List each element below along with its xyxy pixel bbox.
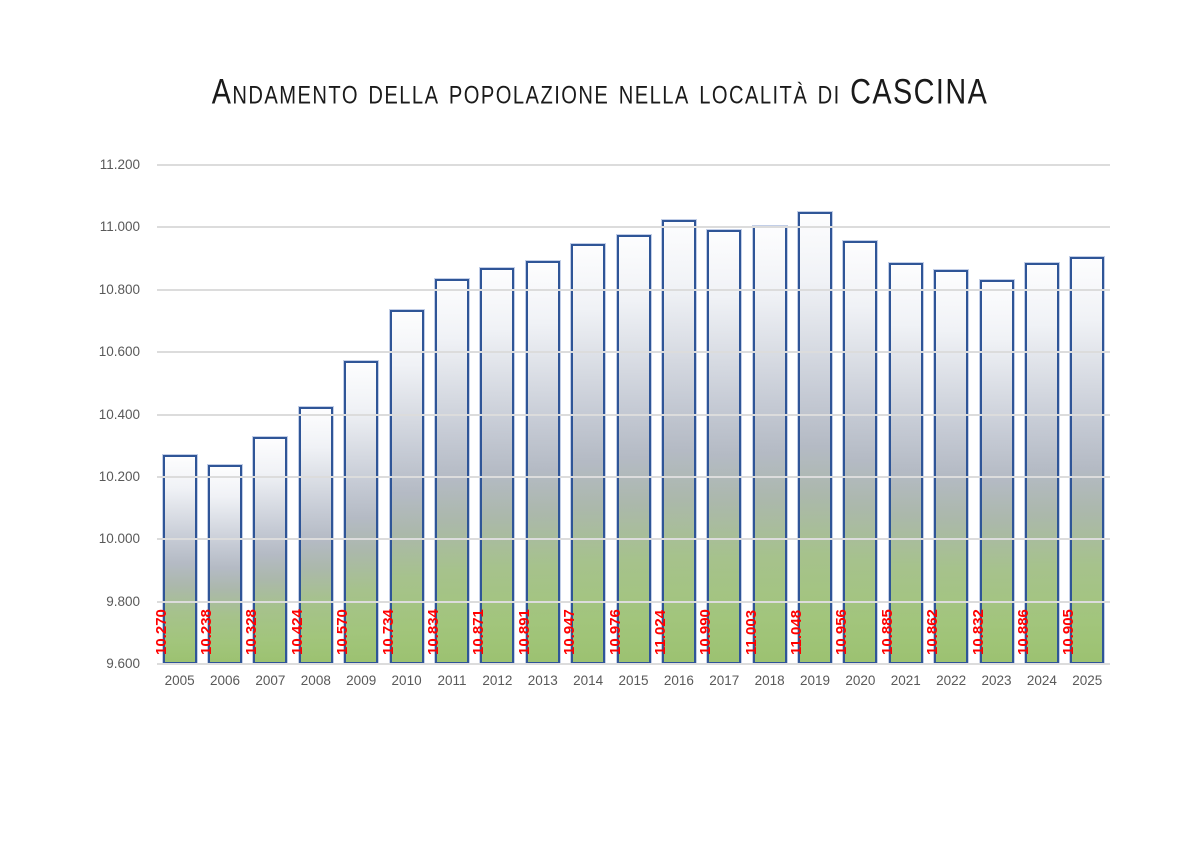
x-axis-tick-label: 2024: [1026, 673, 1057, 688]
x-axis-tick-label: 2017: [709, 673, 740, 688]
gridline: [157, 226, 1110, 229]
y-axis-tick-label: 10.000: [98, 531, 140, 547]
bar: [979, 279, 1014, 664]
bar: [298, 407, 333, 664]
y-axis-tick-label: 10.600: [98, 344, 140, 360]
x-axis-tick-label: 2008: [300, 673, 331, 688]
bar-value-label: 10.976: [606, 609, 624, 655]
x-axis-tick-label: 2007: [255, 673, 286, 688]
y-axis-tick-label: 10.800: [98, 281, 140, 297]
bar-value-label: 10.570: [334, 609, 352, 655]
y-axis-tick-label: 11.200: [99, 157, 140, 172]
x-axis-tick-label: 2016: [663, 673, 694, 688]
bar-value-label: 10.270: [152, 609, 170, 655]
bar-value-label: 11.024: [651, 609, 669, 655]
bar-value-label: 10.990: [697, 609, 715, 655]
bar: [253, 436, 288, 664]
x-axis-tick-label: 2011: [437, 673, 467, 688]
bar-value-label: 10.947: [561, 609, 579, 655]
bar: [707, 230, 742, 664]
y-axis-tick-label: 10.400: [98, 406, 140, 422]
bar: [480, 267, 515, 664]
bar: [389, 310, 424, 664]
bar-value-label: 10.834: [424, 609, 442, 655]
bar-value-label: 10.871: [470, 609, 488, 655]
gridline: [157, 663, 1110, 665]
bar: [1070, 257, 1105, 664]
bar-value-label: 10.424: [288, 609, 306, 655]
bar: [571, 243, 606, 664]
x-axis-tick-label: 2014: [573, 673, 604, 688]
bar-value-label: 11.003: [742, 609, 760, 655]
bar: [752, 226, 787, 664]
bar: [934, 270, 969, 664]
gridline: [157, 475, 1110, 478]
x-axis-tick-label: 2020: [845, 673, 876, 688]
bar: [525, 261, 560, 664]
gridline: [157, 164, 1110, 166]
bar-value-label: 10.832: [969, 609, 987, 655]
bar: [843, 241, 878, 664]
x-axis-tick-label: 2025: [1072, 673, 1103, 688]
bar: [434, 279, 469, 664]
bar-value-label: 10.238: [198, 609, 216, 655]
bar: [1024, 262, 1059, 664]
bar-value-label: 11.048: [788, 609, 806, 655]
gridline: [157, 538, 1110, 541]
gridline: [157, 413, 1110, 416]
y-axis-tick-label: 9.600: [106, 656, 140, 671]
x-axis-tick-label: 2006: [210, 673, 241, 688]
x-axis-tick-label: 2015: [618, 673, 649, 688]
y-axis-tick-label: 9.800: [106, 593, 140, 609]
bar-value-label: 10.956: [833, 609, 851, 655]
gridline: [157, 288, 1110, 291]
x-axis-tick-label: 2019: [799, 673, 831, 688]
y-axis-tick-label: 11.000: [99, 219, 140, 235]
bar: [208, 465, 243, 664]
bar-value-label: 10.891: [515, 609, 533, 655]
x-axis-tick-label: 2012: [482, 673, 513, 688]
bar-value-label: 10.885: [878, 609, 896, 655]
gridline: [157, 600, 1110, 603]
x-axis-tick-label: 2005: [164, 673, 195, 688]
x-axis-tick-label: 2023: [981, 673, 1012, 688]
bar-value-label: 10.905: [1060, 609, 1078, 655]
bar-value-label: 10.734: [379, 609, 397, 655]
bar-value-label: 10.328: [243, 609, 261, 655]
bar-value-label: 10.862: [924, 609, 942, 655]
bar: [162, 455, 197, 664]
bar: [344, 361, 379, 664]
x-axis-tick-label: 2018: [754, 673, 785, 688]
x-axis-tick-label: 2021: [890, 673, 921, 688]
chart-title: Andamento della popolazione nella locali…: [211, 72, 989, 112]
bar: [661, 219, 696, 664]
bar: [888, 263, 923, 664]
x-axis-tick-label: 2009: [346, 673, 377, 688]
y-axis-tick-label: 10.200: [98, 468, 140, 484]
bar: [798, 212, 833, 664]
x-axis-tick-label: 2013: [527, 673, 558, 688]
bar-value-label: 10.886: [1014, 609, 1032, 655]
bar: [616, 234, 651, 664]
x-axis-tick-label: 2022: [936, 673, 967, 688]
x-axis-tick-label: 2010: [391, 673, 422, 688]
gridline: [157, 351, 1110, 354]
